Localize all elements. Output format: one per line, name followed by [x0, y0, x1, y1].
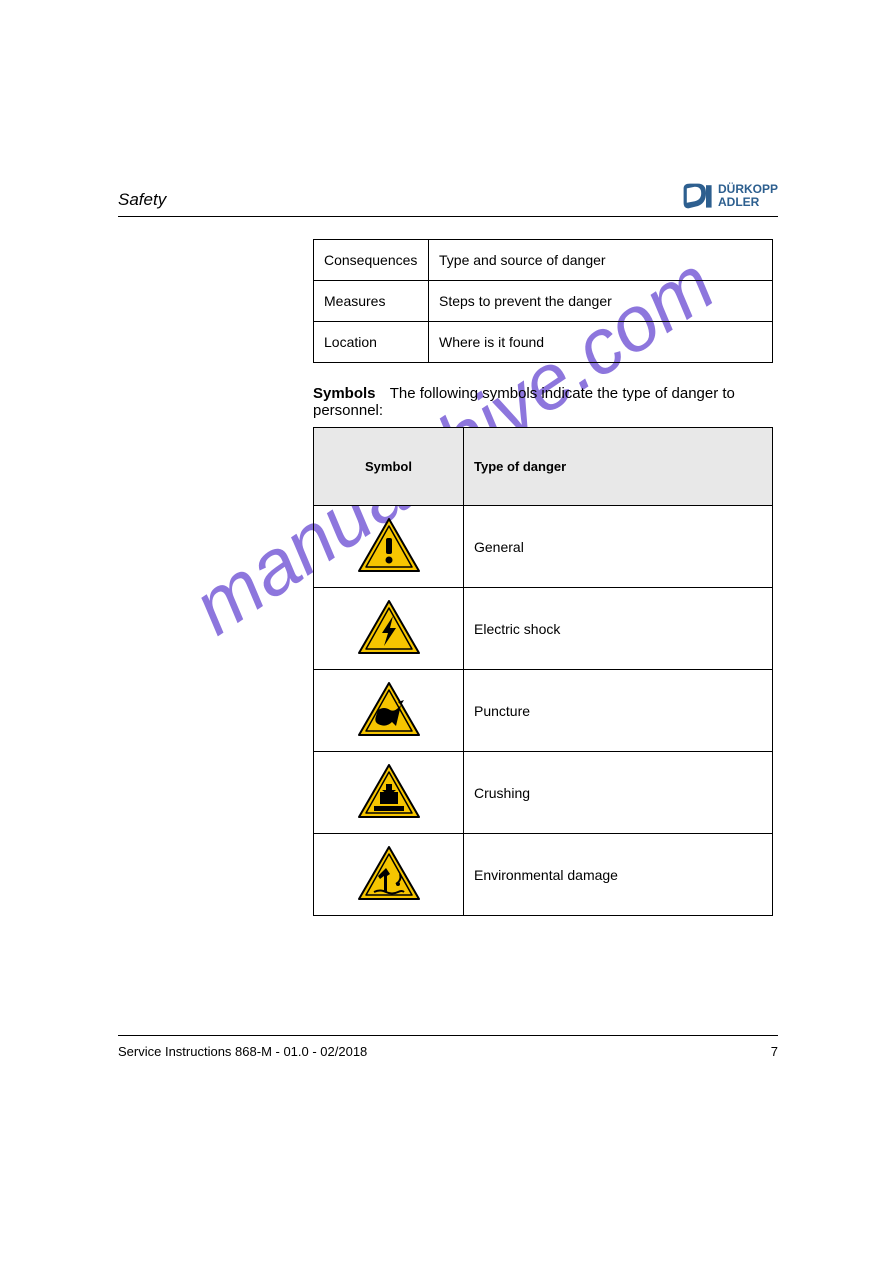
col-header-type: Type of danger — [464, 428, 773, 506]
cell-level: Consequences — [314, 240, 429, 281]
cell-level: Location — [314, 322, 429, 363]
symbols-table: Symbol Type of danger General — [313, 427, 773, 916]
brand-logo-text: DÜRKOPP ADLER — [718, 183, 778, 209]
brand-logo: DÜRKOPP ADLER — [682, 182, 778, 210]
page-header: Safety DÜRKOPP ADLER — [118, 182, 778, 217]
icon-cell — [314, 752, 464, 834]
table-row: Electric shock — [314, 588, 773, 670]
severity-table: Consequences Type and source of danger M… — [313, 239, 773, 363]
icon-cell — [314, 834, 464, 916]
cell-level: Measures — [314, 281, 429, 322]
page-title: Safety — [118, 190, 166, 210]
icon-cell — [314, 588, 464, 670]
table-header-row: Symbol Type of danger — [314, 428, 773, 506]
label-cell: Electric shock — [464, 588, 773, 670]
table-row: Measures Steps to prevent the danger — [314, 281, 773, 322]
cell-desc: Steps to prevent the danger — [429, 281, 773, 322]
warning-electric-icon — [356, 598, 422, 656]
warning-general-icon — [356, 516, 422, 574]
footer-left: Service Instructions 868-M - 01.0 - 02/2… — [118, 1044, 367, 1059]
label-cell: General — [464, 506, 773, 588]
page-footer: Service Instructions 868-M - 01.0 - 02/2… — [118, 1035, 778, 1059]
brand-line-2: ADLER — [718, 196, 778, 209]
table-row: Crushing — [314, 752, 773, 834]
table-row: Location Where is it found — [314, 322, 773, 363]
table-row: Puncture — [314, 670, 773, 752]
warning-puncture-icon — [356, 680, 422, 738]
warning-crushing-icon — [356, 762, 422, 820]
intro-label: Symbols — [313, 385, 376, 402]
table-row: Environmental damage — [314, 834, 773, 916]
body-content: Consequences Type and source of danger M… — [313, 239, 773, 916]
cell-desc: Where is it found — [429, 322, 773, 363]
cell-desc: Type and source of danger — [429, 240, 773, 281]
footer-page-number: 7 — [771, 1044, 778, 1059]
intro-text: The following symbols indicate the type … — [313, 385, 735, 419]
warning-environment-icon — [356, 844, 422, 902]
label-cell: Puncture — [464, 670, 773, 752]
icon-cell — [314, 506, 464, 588]
page-content: Safety DÜRKOPP ADLER Consequences Type a… — [118, 182, 778, 916]
table-row: General — [314, 506, 773, 588]
table-row: Consequences Type and source of danger — [314, 240, 773, 281]
brand-logo-icon — [682, 182, 714, 210]
icon-cell — [314, 670, 464, 752]
col-header-symbol: Symbol — [314, 428, 464, 506]
intro-paragraph: Symbols The following symbols indicate t… — [313, 385, 773, 419]
label-cell: Crushing — [464, 752, 773, 834]
label-cell: Environmental damage — [464, 834, 773, 916]
